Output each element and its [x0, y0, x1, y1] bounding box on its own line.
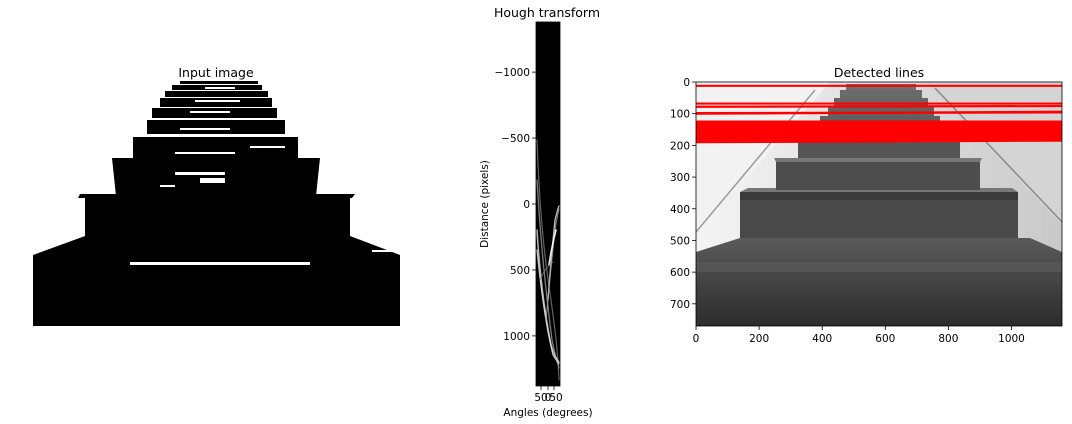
hough-y-tick-label: 1000	[503, 331, 530, 343]
detected-line	[696, 110, 1062, 115]
detected-lines-overlay	[696, 84, 1062, 144]
hough-y-label: Distance (pixels)	[479, 160, 491, 248]
hough-x-tick-label: 50	[534, 392, 547, 404]
detected-y-tick-label: 300	[670, 172, 690, 184]
detected-x-tick-label: 800	[938, 333, 958, 345]
detected-y-tick-label: 600	[670, 267, 690, 279]
hough-x-label: Angles (degrees)	[503, 407, 592, 419]
detected-x-tick-label: 0	[693, 333, 700, 345]
detected-x-tick-label: 1000	[998, 333, 1025, 345]
input-image-title: Input image	[178, 65, 254, 80]
hough-y-tick-label: −500	[501, 133, 530, 145]
hough-title: Hough transform	[494, 5, 600, 20]
detected-y-tick-label: 400	[670, 204, 690, 216]
hough-y-tick-label: −1000	[494, 67, 530, 79]
hough-sinusoids	[536, 139, 560, 381]
hough-y-tick-label: 500	[510, 265, 530, 277]
detected-y-tick-label: 0	[683, 77, 690, 89]
detected-lines-axes: 0 200 400 600 800 1000 0 100 200 300 400 500 600 700	[670, 77, 1025, 345]
detected-y-tick-label: 500	[670, 235, 690, 247]
detected-line-band	[696, 121, 1062, 143]
hough-x-tick-label: 0	[545, 392, 552, 404]
detected-x-tick-label: 400	[812, 333, 832, 345]
detected-x-tick-label: 200	[749, 333, 769, 345]
detected-lines-title: Detected lines	[834, 65, 924, 80]
binary-staircase-image	[33, 81, 400, 326]
staircase-photo	[696, 82, 1062, 326]
hough-x-tick-label: 50	[549, 392, 562, 404]
detected-lines-panel: Detected lines	[670, 65, 1063, 345]
hough-y-tick-label: 0	[523, 199, 530, 211]
detected-lines-frame	[695, 81, 1063, 327]
detected-y-tick-label: 100	[670, 109, 690, 121]
detected-y-tick-label: 200	[670, 140, 690, 152]
detected-y-tick-label: 700	[670, 299, 690, 311]
input-image-panel: Input image	[33, 65, 400, 326]
detected-line	[696, 104, 1062, 108]
detected-x-tick-label: 600	[875, 333, 895, 345]
hough-frame	[535, 21, 561, 387]
